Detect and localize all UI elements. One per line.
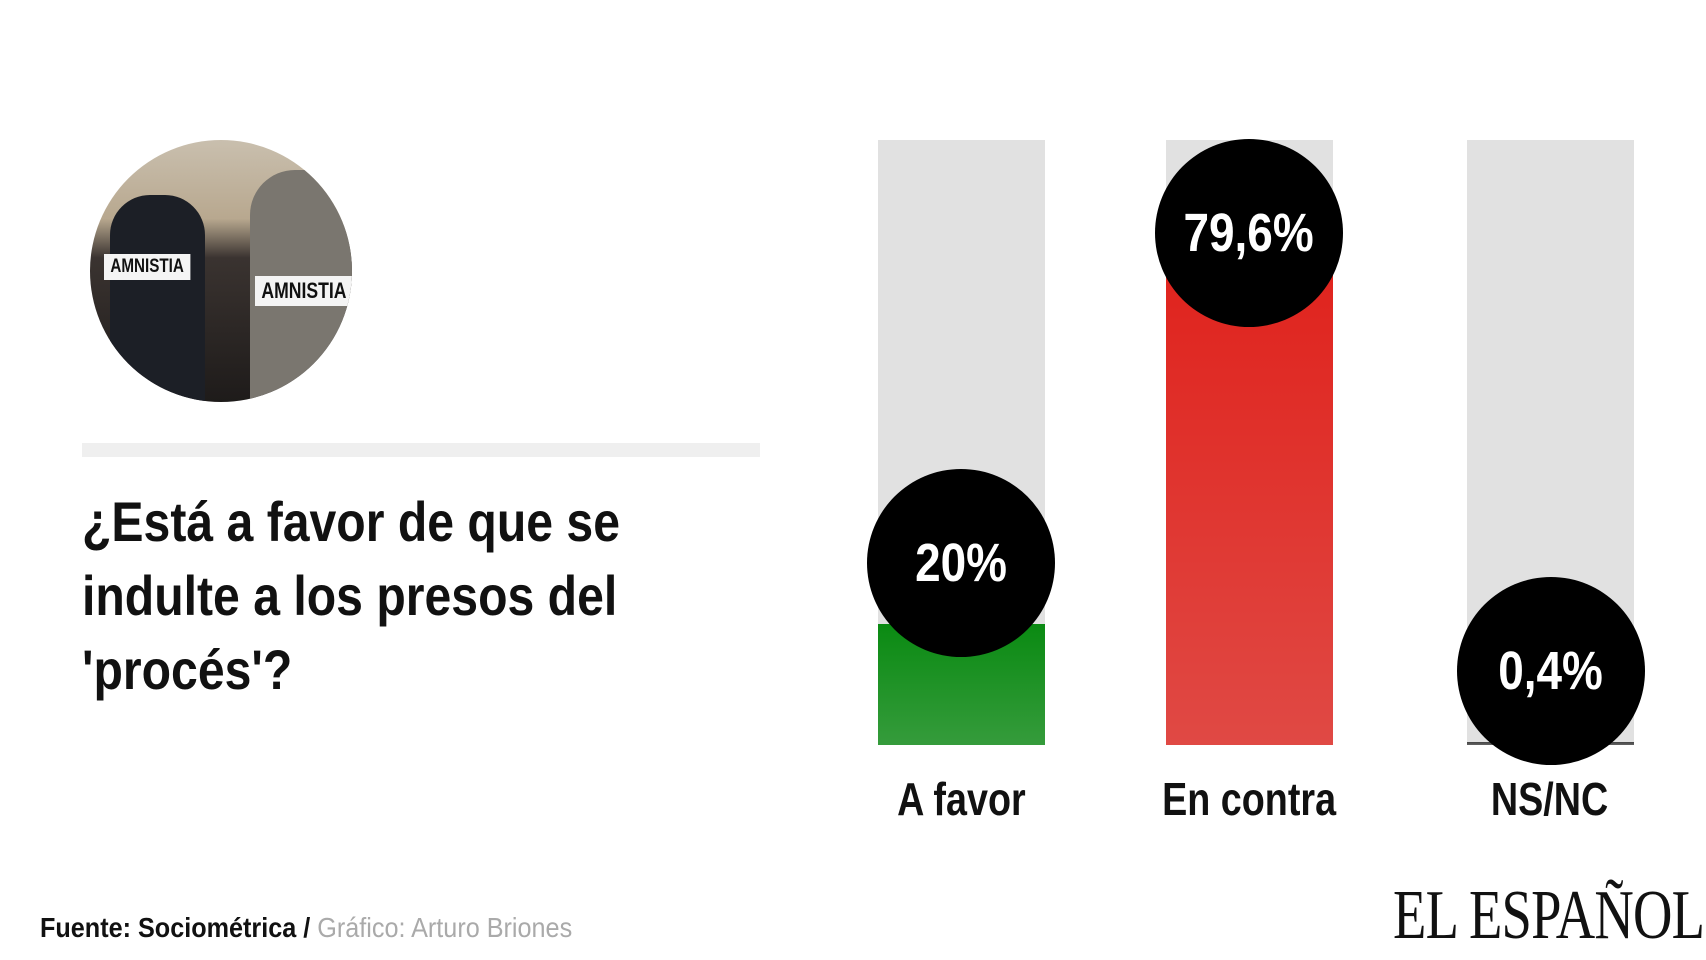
- footer: Fuente: Sociométrica / Gráfico: Arturo B…: [40, 912, 572, 944]
- category-label-text: En contra: [1162, 773, 1336, 825]
- category-label-text: NS/NC: [1491, 773, 1609, 825]
- value-bubble: 20%: [867, 469, 1055, 657]
- data-label: 79,6%: [1183, 203, 1315, 263]
- el-espanol-logo: EL ESPAÑOL: [1393, 877, 1705, 954]
- data-label: 0,4%: [1498, 641, 1604, 701]
- source-text: Fuente: Sociométrica: [40, 912, 297, 943]
- category-label: NS/NC: [1430, 772, 1670, 826]
- person-left: [110, 195, 205, 402]
- question-title: ¿Está a favor de que se indulte a los pr…: [82, 490, 620, 701]
- separator: /: [296, 912, 318, 943]
- category-label: En contra: [1129, 772, 1369, 826]
- category-label: A favor: [841, 772, 1081, 826]
- divider: [82, 443, 760, 457]
- bar-2: [1166, 263, 1333, 745]
- data-label: 20%: [915, 533, 1007, 593]
- sign-left: AMNISTIA: [104, 254, 191, 280]
- credit-text: Gráfico: Arturo Briones: [317, 912, 573, 943]
- value-bubble: 79,6%: [1155, 139, 1343, 327]
- value-bubble: 0,4%: [1457, 577, 1645, 765]
- sign-right: AMNISTIA: [255, 276, 352, 306]
- category-label-text: A favor: [896, 773, 1026, 825]
- photo-amnistia: AMNISTIA AMNISTIA: [90, 140, 352, 402]
